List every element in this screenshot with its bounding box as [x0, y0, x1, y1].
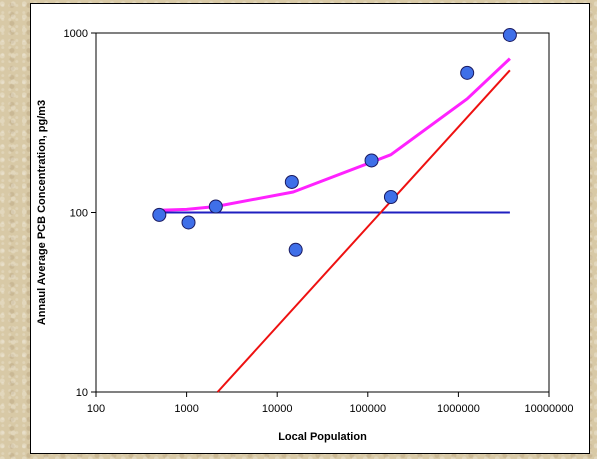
combined-fit-line — [159, 57, 511, 212]
x-tick-label: 10000000 — [525, 403, 574, 415]
data-point — [284, 174, 299, 189]
data-point — [288, 242, 303, 257]
data-point — [181, 215, 196, 230]
data-point — [152, 207, 167, 222]
x-tick-label: 1000 — [174, 403, 198, 415]
x-axis-title: Local Population — [278, 431, 367, 443]
data-point — [208, 199, 223, 214]
x-tick-label: 100000 — [349, 403, 386, 415]
x-tick-label: 100 — [87, 403, 105, 415]
y-tick-label: 100 — [70, 208, 88, 220]
y-tick-label: 10 — [76, 387, 88, 399]
population-trend-line — [216, 69, 511, 393]
y-tick-label: 1000 — [64, 28, 88, 40]
data-point — [364, 153, 379, 168]
chart-panel: 100 1000 10000 100000 1000000 10000000 10 100 10… — [30, 3, 590, 454]
x-tick-label: 10000 — [262, 403, 293, 415]
data-point — [502, 27, 517, 42]
data-point — [460, 65, 475, 80]
data-point — [383, 189, 398, 204]
x-tick-label: 1000000 — [437, 403, 480, 415]
chart: 100 1000 10000 100000 1000000 10000000 10 100 10… — [36, 27, 574, 443]
y-axis-title: Annaul Average PCB Concentration, pg/m3 — [36, 100, 48, 325]
